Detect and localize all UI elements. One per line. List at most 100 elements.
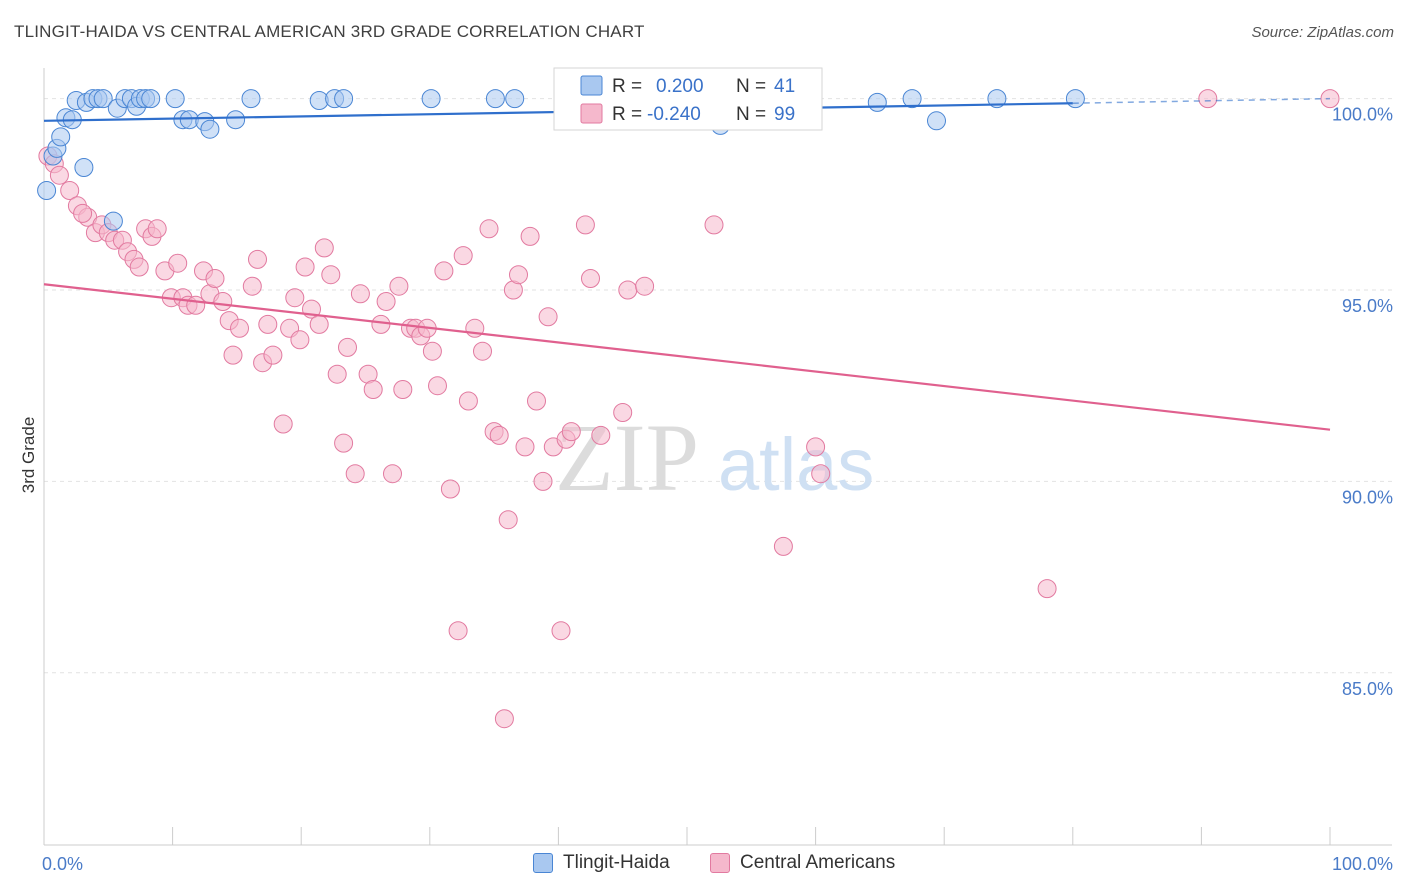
central-americans-point xyxy=(147,219,167,239)
central-americans-point xyxy=(230,318,249,338)
tlingit-haida-point xyxy=(987,89,1007,109)
central-americans-point xyxy=(129,257,149,277)
stats-r-value-pink: -0.240 xyxy=(647,104,701,125)
central-americans-point xyxy=(213,292,233,311)
y-tick-label: 90.0% xyxy=(1342,487,1393,507)
stats-n-label-blue: N = xyxy=(736,76,766,97)
central-americans-point xyxy=(393,380,413,399)
watermark: ZIP atlas xyxy=(555,404,874,511)
central-americans-point xyxy=(363,380,383,399)
y-tick-label: 100.0% xyxy=(1332,105,1393,125)
central-americans-point xyxy=(314,238,334,258)
central-americans-point xyxy=(448,621,468,641)
tlingit-haida-point xyxy=(226,110,246,130)
central-americans-point xyxy=(334,433,354,453)
central-americans-point xyxy=(205,269,225,288)
tlingit-haida-point xyxy=(1065,89,1085,109)
central-americans-point xyxy=(440,479,460,499)
central-americans-point xyxy=(321,265,341,285)
stats-legend-pink-swatch xyxy=(580,103,603,124)
central-americans-point xyxy=(538,307,558,327)
central-americans-point xyxy=(489,425,509,445)
central-americans-point xyxy=(338,337,357,357)
central-americans-point xyxy=(242,276,262,296)
central-americans-point xyxy=(479,219,499,239)
central-americans-point xyxy=(551,621,571,641)
tick-labels: 100.0% 95.0% 90.0% 85.0% 0.0% 100.0% xyxy=(42,105,1393,874)
central-americans-point xyxy=(60,181,80,200)
central-americans-point xyxy=(248,249,267,269)
central-americans-point xyxy=(458,391,478,411)
central-americans-point xyxy=(309,314,329,334)
central-americans-point xyxy=(453,246,473,266)
central-americans-point xyxy=(273,414,293,434)
central-americans-point xyxy=(806,437,826,457)
bottom-legend: Tlingit-Haida Central Americans xyxy=(0,852,1406,878)
gridlines xyxy=(44,98,1392,674)
watermark-atlas: atlas xyxy=(718,423,874,506)
central-americans-point xyxy=(498,510,518,530)
tlingit-haida-point xyxy=(421,89,441,109)
central-americans-point xyxy=(73,203,93,223)
central-americans-point xyxy=(49,165,69,185)
stats-legend: R = 0.200 N = 41 R = -0.240 N = 99 xyxy=(553,67,823,131)
y-axis-label: 3rd Grade xyxy=(19,417,38,494)
central-americans-point xyxy=(295,257,315,277)
central-americans-point xyxy=(428,376,447,396)
legend-item-central-americans[interactable]: Central Americans xyxy=(710,852,895,874)
tlingit-haida-point xyxy=(334,89,354,109)
central-americans-point xyxy=(575,215,595,235)
tlingit-haida-point xyxy=(200,119,220,139)
trend-lines xyxy=(43,97,1331,431)
central-americans-point xyxy=(494,709,514,729)
central-americans-point xyxy=(635,276,655,296)
central-americans-point xyxy=(285,288,305,308)
central-americans-point xyxy=(811,464,831,484)
central-americans-point xyxy=(290,330,310,350)
central-americans-point xyxy=(371,314,391,334)
chart-title: TLINGIT-HAIDA VS CENTRAL AMERICAN 3RD GR… xyxy=(14,22,645,41)
central-americans-point xyxy=(561,422,581,442)
central-americans-point xyxy=(1198,89,1218,109)
stats-n-value-pink: 99 xyxy=(774,104,795,125)
central-americans-point xyxy=(533,471,553,491)
central-americans-point xyxy=(258,314,278,334)
central-americans-point xyxy=(613,403,633,422)
tlingit-haida-point xyxy=(485,89,505,109)
central-americans-point xyxy=(515,437,535,457)
legend-label-tlingit-haida: Tlingit-Haida xyxy=(563,852,670,873)
stats-legend-blue-swatch xyxy=(580,75,603,96)
central-americans-point xyxy=(1320,89,1340,109)
central-americans-point xyxy=(581,269,600,288)
central-americans-trend xyxy=(43,283,1331,431)
tlingit-haida-point xyxy=(74,158,94,177)
stats-n-value-blue: 41 xyxy=(774,76,795,97)
tlingit-haida-point xyxy=(37,181,57,200)
central-americans-point xyxy=(389,276,409,296)
central-americans-point xyxy=(773,536,793,556)
central-americans-point xyxy=(527,391,546,411)
x-tick-label-start: 0.0% xyxy=(42,854,83,874)
legend-swatch-pink xyxy=(710,853,730,873)
central-americans-point xyxy=(327,364,347,384)
central-americans-point xyxy=(618,280,638,300)
y-tick-label: 95.0% xyxy=(1342,296,1393,316)
legend-item-tlingit-haida[interactable]: Tlingit-Haida xyxy=(533,852,670,874)
central-americans-point xyxy=(473,341,492,361)
central-americans-point xyxy=(350,284,370,304)
central-americans-point xyxy=(509,265,528,285)
stats-r-label-blue: R = xyxy=(612,76,642,97)
legend-label-central-americans: Central Americans xyxy=(740,852,896,873)
stats-r-label-pink: R = xyxy=(612,104,642,125)
watermark-zip: ZIP xyxy=(555,404,699,511)
central-americans-point xyxy=(591,425,611,445)
tlingit-haida-point xyxy=(165,89,185,109)
tlingit-haida-trend-extension xyxy=(1072,97,1331,104)
legend-swatch-blue xyxy=(533,853,553,873)
central-americans-point xyxy=(376,292,396,311)
tlingit-haida-point xyxy=(51,127,71,147)
tlingit-haida-point xyxy=(141,89,161,109)
central-americans-point xyxy=(345,464,365,484)
central-americans-points xyxy=(38,89,1340,729)
